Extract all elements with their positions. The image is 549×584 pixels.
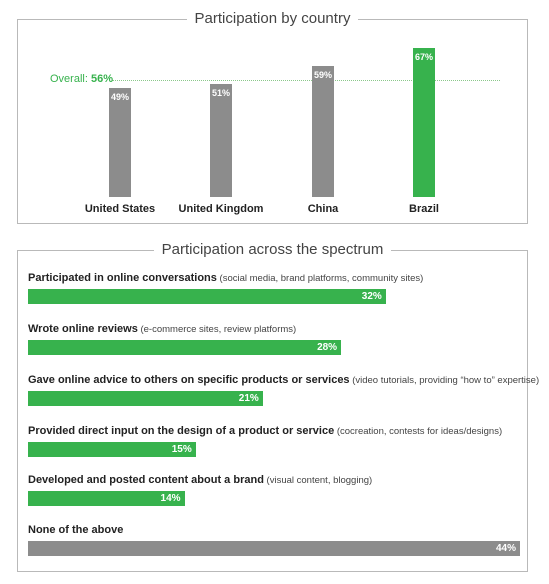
country-chart-panel: Participation by country [17,10,528,224]
country-bar-2 [210,83,232,197]
spectrum-bar-1: 32% [28,289,386,304]
country-bar-1 [109,88,131,197]
spectrum-bar-value-2: 28% [317,342,338,353]
spectrum-bar-3: 21% [28,391,263,406]
spectrum-chart-title: Participation across the spectrum [153,241,392,258]
spectrum-row-label-5: Developed and posted content about a bra… [28,474,372,486]
overall-label-text: Overall: [50,73,88,86]
spectrum-bar-4: 15% [28,442,196,457]
country-bar-value-1: 49% [110,92,129,103]
country-bar-value-2: 51% [211,87,230,98]
spectrum-detail-1: (social media, brand platforms, communit… [216,273,424,284]
spectrum-row-label-2: Wrote online reviews (e-commerce sites, … [28,323,296,335]
spectrum-bar-value-1: 32% [361,291,382,302]
spectrum-category-1: Participated in online conversations [28,272,217,284]
spectrum-bar-value-4: 15% [171,444,192,455]
spectrum-detail-2: (e-commerce sites, review platforms) [137,324,297,335]
spectrum-row-label-1: Participated in online conversations (so… [28,272,423,284]
spectrum-category-2: Wrote online reviews [28,323,138,335]
country-category-label-3: China [307,203,339,215]
spectrum-bar-value-5: 14% [160,493,181,504]
country-category-label-1: United States [84,203,156,215]
country-bar-4 [413,48,435,197]
spectrum-detail-4: (cocreation, contests for ideas/designs) [334,426,503,437]
spectrum-category-6: None of the above [28,524,124,536]
overall-reference-line [112,80,500,82]
country-bar-value-4: 67% [414,52,433,62]
spectrum-bar-6: 44% [28,541,520,556]
country-bar-3 [312,65,334,197]
spectrum-category-4: Provided direct input on the design of a… [28,425,335,437]
spectrum-bar-2: 28% [28,340,342,355]
country-category-label-4: Brazil [409,203,439,215]
spectrum-row-label-6: None of the above [28,524,123,536]
spectrum-bar-value-3: 21% [238,393,259,404]
spectrum-detail-3: (video tutorials, providing “how to” exp… [349,375,540,386]
spectrum-detail-5: (visual content, blogging) [263,475,373,486]
country-bar-value-3: 59% [313,69,332,80]
country-chart-title: Participation by country [186,10,359,27]
spectrum-row-label-4: Provided direct input on the design of a… [28,425,502,437]
spectrum-row-label-3: Gave online advice to others on specific… [28,374,539,386]
spectrum-bar-value-6: 44% [495,543,516,554]
spectrum-category-5: Developed and posted content about a bra… [28,474,264,486]
overall-reference-label: Overall: 56% [50,73,113,85]
spectrum-bar-5: 14% [28,491,185,506]
country-category-label-2: United Kingdom [178,203,264,215]
spectrum-category-3: Gave online advice to others on specific… [28,374,350,386]
overall-value-text: 56% [90,73,113,86]
